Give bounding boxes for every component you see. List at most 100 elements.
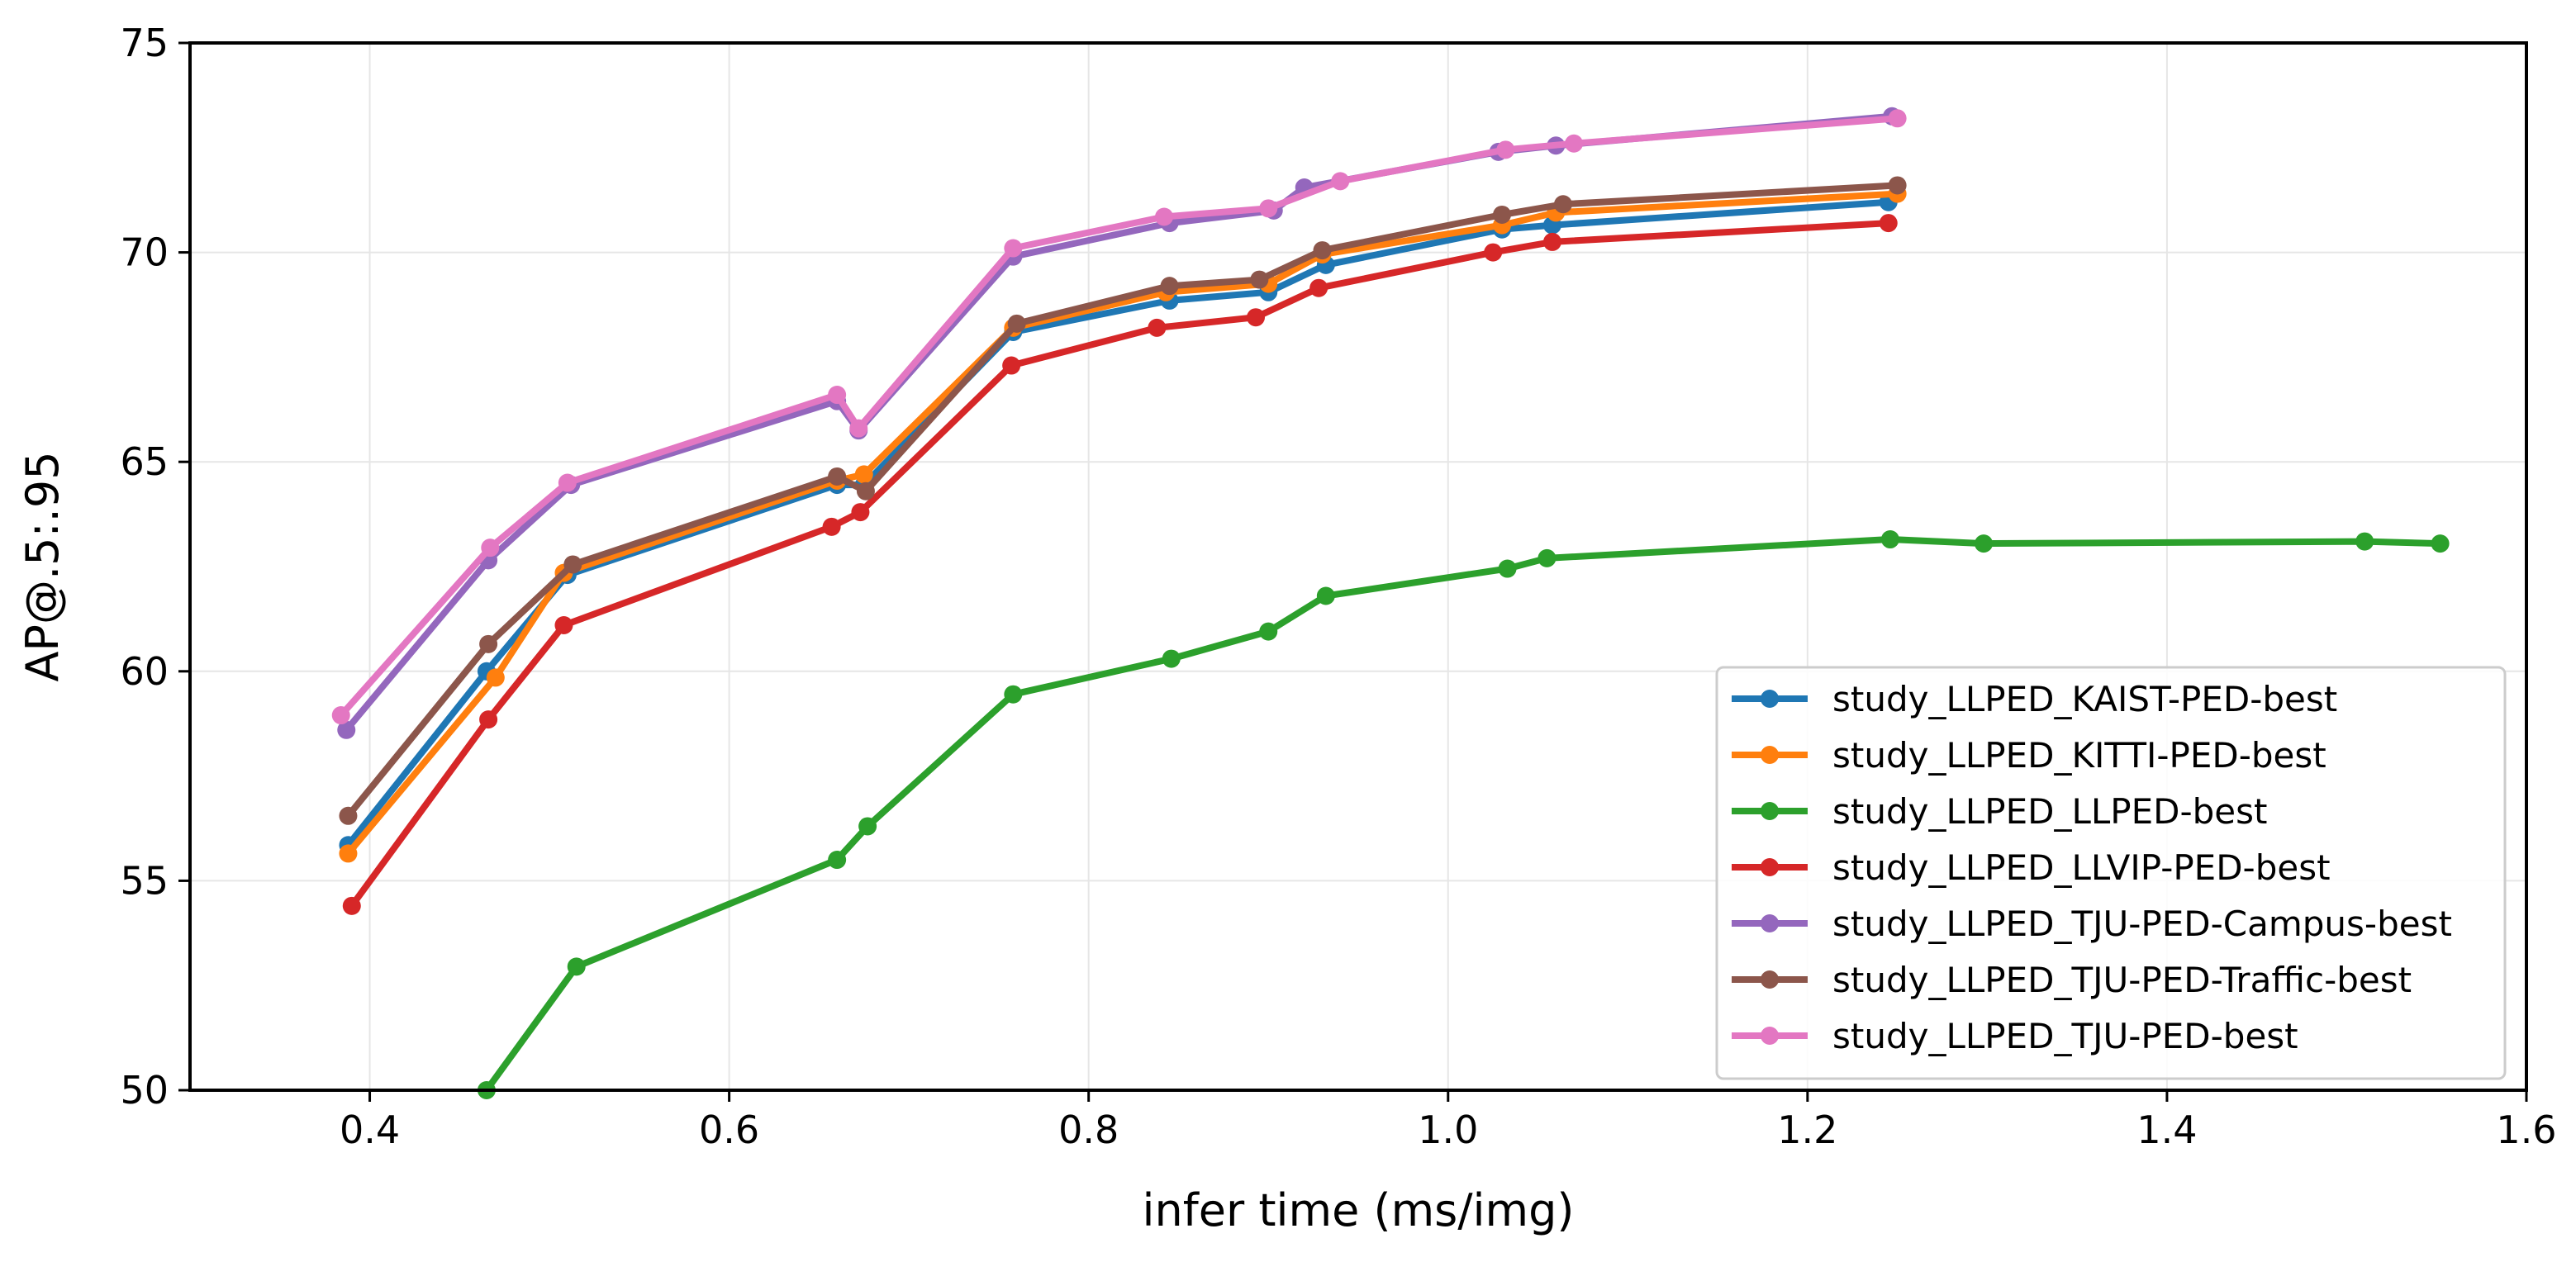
data-point xyxy=(1975,534,1994,553)
data-point xyxy=(1879,214,1898,233)
series-layer xyxy=(331,107,2450,1099)
data-point xyxy=(554,616,573,635)
data-point xyxy=(854,465,873,484)
legend-label: study_LLPED_LLPED-best xyxy=(1832,791,2268,832)
data-point xyxy=(828,851,847,870)
data-point xyxy=(567,957,586,976)
series-line xyxy=(348,220,1892,909)
data-point xyxy=(1484,243,1503,262)
y-tick-label: 60 xyxy=(120,649,169,694)
data-point xyxy=(1007,314,1026,333)
series-study_LLPED_LLPED-best xyxy=(477,530,2450,1099)
data-point xyxy=(851,503,870,522)
y-tick-label: 70 xyxy=(120,230,169,275)
legend-marker xyxy=(1761,690,1779,708)
data-point xyxy=(337,720,356,739)
legend-item: study_LLPED_LLPED-best xyxy=(1732,791,2268,832)
data-point xyxy=(828,386,847,405)
data-point xyxy=(1496,140,1515,159)
x-tick-label: 0.6 xyxy=(699,1108,759,1152)
data-point xyxy=(1565,134,1584,153)
data-point xyxy=(849,419,868,438)
legend-label: study_LLPED_TJU-PED-Traffic-best xyxy=(1832,960,2412,1000)
data-point xyxy=(563,555,582,574)
legend-item: study_LLPED_TJU-PED-Traffic-best xyxy=(1732,960,2412,1000)
legend: study_LLPED_KAIST-PED-best study_LLPED_KI… xyxy=(1715,666,2507,1080)
x-tick-label: 1.6 xyxy=(2496,1108,2556,1152)
legend-box xyxy=(1715,666,2507,1080)
legend-item: study_LLPED_KAIST-PED-best xyxy=(1732,679,2337,719)
data-point xyxy=(856,482,875,501)
x-axis-label: infer time (ms/img) xyxy=(1143,1184,1575,1236)
series-line xyxy=(337,115,1901,719)
data-point xyxy=(479,634,498,653)
data-point xyxy=(1259,199,1278,218)
legend-item: study_LLPED_KITTI-PED-best xyxy=(1732,735,2326,776)
data-point xyxy=(331,706,350,725)
legend-item: study_LLPED_LLVIP-PED-best xyxy=(1732,847,2331,888)
data-point xyxy=(339,844,358,863)
data-point xyxy=(1493,205,1512,224)
series-line xyxy=(345,182,1901,819)
data-point xyxy=(1316,586,1335,605)
data-point xyxy=(1542,232,1561,251)
legend-marker xyxy=(1761,1027,1779,1045)
data-point xyxy=(1155,207,1174,226)
ticks: 0.4 0.6 0.8 1.0 1.2 1.4 1.6 50 55 60 65 70 75 xyxy=(120,21,2556,1152)
data-point xyxy=(1148,318,1167,337)
legend-marker xyxy=(1761,914,1779,932)
legend-label: study_LLPED_TJU-PED-best xyxy=(1832,1016,2298,1056)
data-point xyxy=(339,806,358,825)
legend-marker xyxy=(1761,858,1779,876)
x-tick-label: 1.0 xyxy=(1418,1108,1478,1152)
data-point xyxy=(1553,195,1572,214)
legend-item: study_LLPED_TJU-PED-best xyxy=(1732,1016,2298,1056)
data-point xyxy=(1331,172,1350,191)
x-tick-label: 1.4 xyxy=(2136,1108,2197,1152)
x-tick-label: 0.4 xyxy=(340,1108,400,1152)
data-point xyxy=(1250,270,1269,289)
x-tick-label: 0.8 xyxy=(1058,1108,1119,1152)
axes-frame xyxy=(188,41,2528,1092)
legend-label: study_LLPED_KITTI-PED-best xyxy=(1832,735,2326,776)
data-point xyxy=(2431,534,2450,553)
y-tick-label: 75 xyxy=(120,21,169,65)
data-point xyxy=(1888,176,1907,195)
series-study_LLPED_LLVIP-PED-best xyxy=(342,214,1898,915)
data-point xyxy=(558,473,577,492)
data-point xyxy=(1313,241,1332,260)
series-study_LLPED_TJU-PED-Traffic-best xyxy=(339,176,1907,825)
data-point xyxy=(822,517,841,536)
y-tick-label: 55 xyxy=(120,858,169,903)
data-point xyxy=(828,467,847,486)
legend-label: study_LLPED_TJU-PED-Campus-best xyxy=(1832,904,2452,944)
x-tick-label: 1.2 xyxy=(1777,1108,1837,1152)
data-point xyxy=(858,817,877,836)
data-point xyxy=(486,668,505,687)
data-point xyxy=(1162,649,1181,668)
data-point xyxy=(479,710,498,729)
data-point xyxy=(2355,532,2374,551)
legend-marker xyxy=(1761,746,1779,764)
legend-marker xyxy=(1761,802,1779,820)
data-point xyxy=(1004,239,1023,258)
data-point xyxy=(1160,277,1179,296)
data-point xyxy=(1247,308,1266,327)
data-point xyxy=(1309,278,1328,297)
series-line xyxy=(345,190,1901,857)
data-point xyxy=(1498,559,1517,578)
legend-marker xyxy=(1761,970,1779,989)
legend-item: study_LLPED_TJU-PED-Campus-best xyxy=(1732,904,2452,944)
data-point xyxy=(1880,530,1899,549)
data-point xyxy=(1259,622,1278,641)
data-point xyxy=(1002,356,1021,375)
data-point xyxy=(1888,109,1907,128)
series-study_LLPED_TJU-PED-best xyxy=(331,109,1907,725)
y-axis-label: AP@.5:.95 xyxy=(17,451,69,681)
data-point xyxy=(481,538,500,557)
y-tick-label: 65 xyxy=(120,439,169,484)
y-tick-label: 50 xyxy=(120,1068,169,1113)
legend-label: study_LLPED_KAIST-PED-best xyxy=(1832,679,2337,719)
legend-label: study_LLPED_LLVIP-PED-best xyxy=(1832,847,2331,888)
data-point xyxy=(342,896,361,915)
